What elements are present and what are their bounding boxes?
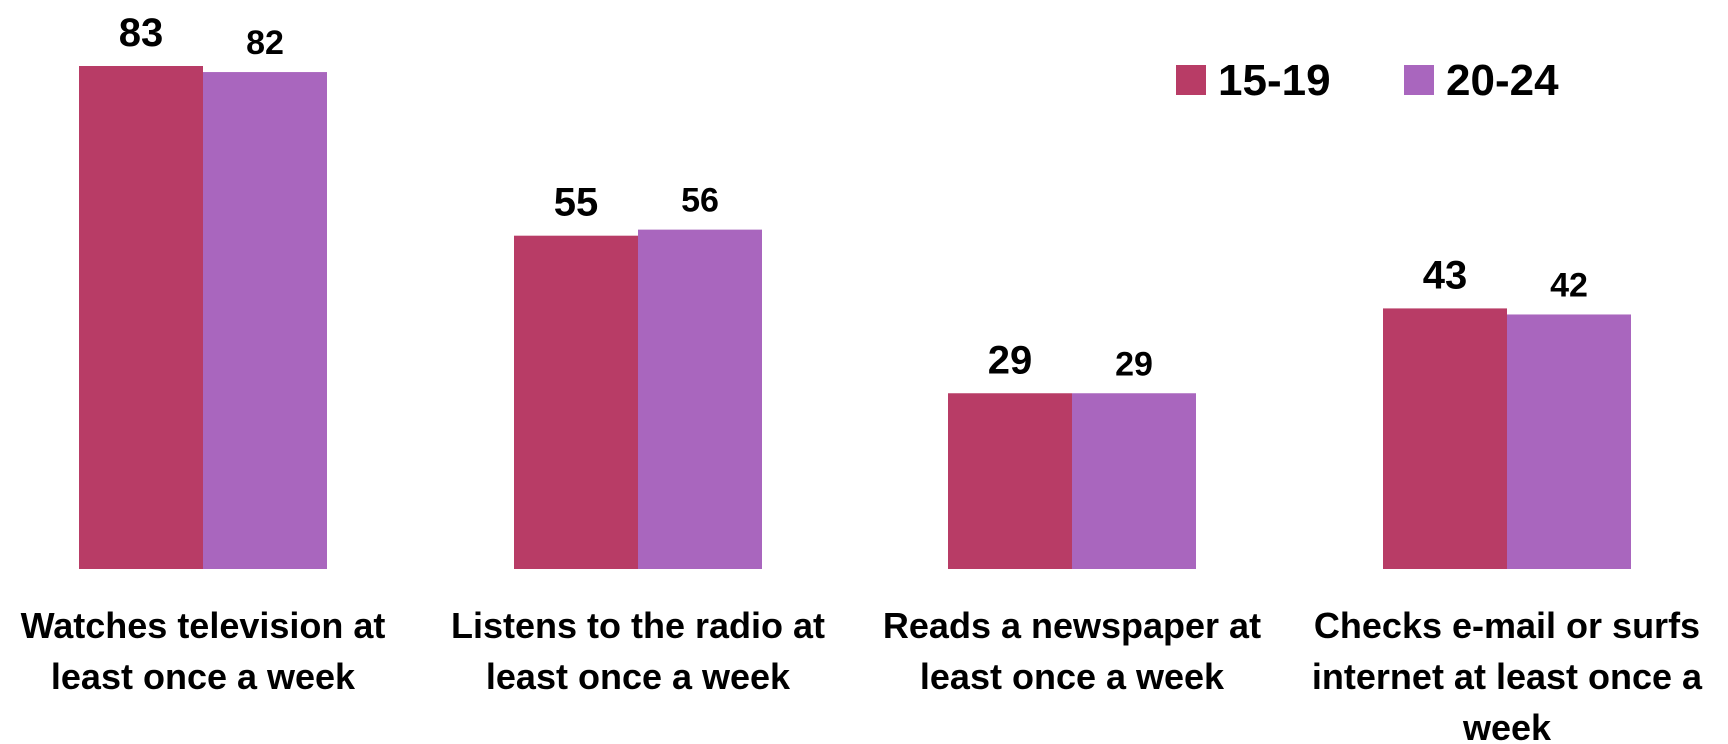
value-label-20-24-1: 56 xyxy=(681,182,719,220)
category-label-3-line-2: week xyxy=(1462,707,1552,744)
legend-label-15-19: 15-19 xyxy=(1218,56,1331,105)
value-label-15-19-2: 29 xyxy=(988,338,1033,382)
value-label-20-24-3: 42 xyxy=(1550,266,1588,304)
value-label-20-24-0: 82 xyxy=(246,24,284,62)
category-label-3-line-0: Checks e-mail or surfs xyxy=(1314,605,1700,646)
bar-20-24-2 xyxy=(1072,393,1196,569)
bar-20-24-3 xyxy=(1507,314,1631,569)
legend: 15-19 20-24 xyxy=(1176,56,1559,105)
category-labels: Watches television at least once a week Li… xyxy=(21,605,1703,744)
bar-20-24-1 xyxy=(638,229,762,569)
category-label-3-line-1: internet at least once a xyxy=(1312,656,1703,697)
bar-15-19-2 xyxy=(948,393,1072,569)
legend-swatch-20-24 xyxy=(1404,65,1434,95)
legend-label-20-24: 20-24 xyxy=(1446,56,1559,105)
value-labels: 83 82 55 56 29 29 43 42 xyxy=(119,11,1588,383)
bar-15-19-1 xyxy=(514,235,638,569)
category-label-0-line-0: Watches television at xyxy=(21,605,386,646)
value-label-15-19-3: 43 xyxy=(1423,253,1468,297)
category-label-0-line-1: least once a week xyxy=(51,656,356,697)
legend-swatch-15-19 xyxy=(1176,65,1206,95)
bars xyxy=(79,66,1631,569)
bar-15-19-3 xyxy=(1383,308,1507,569)
bar-20-24-0 xyxy=(203,72,327,569)
value-label-15-19-1: 55 xyxy=(554,181,599,225)
category-label-1-line-1: least once a week xyxy=(486,656,791,697)
category-label-1-line-0: Listens to the radio at xyxy=(451,605,825,646)
value-label-20-24-2: 29 xyxy=(1115,345,1153,383)
bar-15-19-0 xyxy=(79,66,203,569)
category-label-2-line-1: least once a week xyxy=(920,656,1225,697)
category-label-2-line-0: Reads a newspaper at xyxy=(883,605,1261,646)
value-label-15-19-0: 83 xyxy=(119,11,164,55)
